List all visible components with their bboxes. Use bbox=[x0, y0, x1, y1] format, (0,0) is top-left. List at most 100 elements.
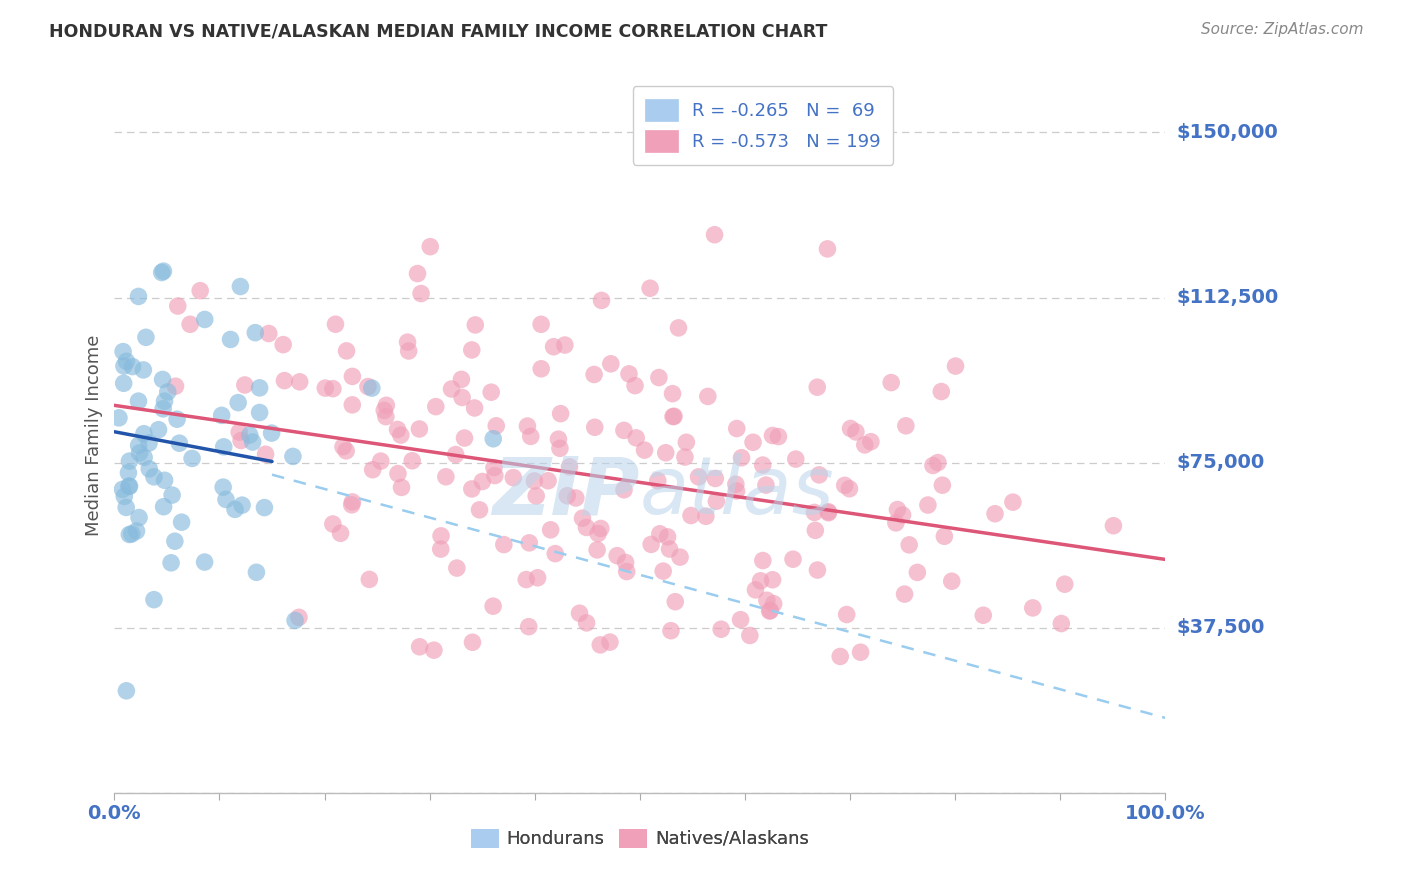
Point bbox=[706, 494, 728, 508]
Point bbox=[688, 470, 710, 484]
Point bbox=[115, 354, 138, 368]
Point bbox=[1050, 616, 1073, 631]
Point bbox=[430, 529, 453, 543]
Point bbox=[945, 359, 967, 373]
Point bbox=[817, 506, 839, 520]
Point bbox=[927, 456, 949, 470]
Point bbox=[886, 502, 908, 516]
Point bbox=[613, 423, 636, 437]
Point bbox=[128, 438, 150, 452]
Point bbox=[115, 683, 138, 698]
Point bbox=[515, 573, 537, 587]
Point bbox=[755, 478, 778, 492]
Point bbox=[254, 447, 277, 461]
Point bbox=[758, 604, 780, 618]
Point bbox=[134, 450, 156, 465]
Point bbox=[406, 267, 429, 281]
Point bbox=[479, 385, 502, 400]
Point bbox=[233, 378, 256, 392]
Point bbox=[530, 318, 553, 332]
Point bbox=[835, 607, 858, 622]
Point bbox=[169, 436, 191, 450]
Point bbox=[517, 620, 540, 634]
Point bbox=[526, 571, 548, 585]
Point bbox=[589, 521, 612, 535]
Point bbox=[150, 266, 173, 280]
Point bbox=[226, 395, 249, 409]
Point bbox=[530, 361, 553, 376]
Point bbox=[742, 435, 765, 450]
Point bbox=[586, 526, 609, 541]
Point bbox=[804, 524, 827, 538]
Point bbox=[387, 422, 409, 436]
Point bbox=[845, 425, 868, 439]
Point bbox=[704, 471, 727, 485]
Point bbox=[142, 592, 165, 607]
Point bbox=[834, 478, 856, 492]
Point bbox=[398, 343, 420, 358]
Point bbox=[762, 597, 785, 611]
Point bbox=[725, 483, 748, 498]
Point bbox=[342, 398, 364, 412]
Point bbox=[121, 527, 143, 541]
Point bbox=[647, 474, 669, 488]
Point bbox=[408, 422, 430, 436]
Point bbox=[859, 434, 882, 449]
Text: $112,500: $112,500 bbox=[1177, 288, 1278, 307]
Text: Source: ZipAtlas.com: Source: ZipAtlas.com bbox=[1201, 22, 1364, 37]
Point bbox=[288, 375, 311, 389]
Point bbox=[624, 378, 647, 392]
Point bbox=[554, 338, 576, 352]
Point bbox=[188, 284, 211, 298]
Point bbox=[485, 418, 508, 433]
Point bbox=[249, 405, 271, 419]
Point bbox=[253, 500, 276, 515]
Point bbox=[322, 516, 344, 531]
Point bbox=[370, 454, 392, 468]
Point bbox=[648, 370, 671, 384]
Point bbox=[482, 432, 505, 446]
Point bbox=[160, 556, 183, 570]
Legend: Hondurans, Natives/Alaskans: Hondurans, Natives/Alaskans bbox=[464, 822, 817, 855]
Point bbox=[461, 482, 484, 496]
Point bbox=[153, 473, 176, 487]
Point bbox=[575, 520, 598, 534]
Point bbox=[245, 566, 267, 580]
Point bbox=[540, 523, 562, 537]
Point bbox=[212, 440, 235, 454]
Point bbox=[755, 593, 778, 607]
Point bbox=[929, 384, 952, 399]
Point bbox=[654, 446, 676, 460]
Point bbox=[112, 359, 135, 373]
Point bbox=[245, 326, 267, 340]
Point bbox=[537, 474, 560, 488]
Point bbox=[342, 369, 364, 384]
Point bbox=[340, 498, 363, 512]
Point bbox=[429, 542, 451, 557]
Point bbox=[583, 420, 606, 434]
Point bbox=[357, 379, 380, 393]
Point bbox=[128, 446, 150, 460]
Point bbox=[806, 380, 828, 394]
Point bbox=[1001, 495, 1024, 509]
Point bbox=[557, 489, 579, 503]
Point bbox=[125, 524, 148, 538]
Point bbox=[482, 599, 505, 614]
Point bbox=[730, 450, 752, 465]
Y-axis label: Median Family Income: Median Family Income bbox=[86, 334, 103, 536]
Point bbox=[257, 326, 280, 341]
Point bbox=[314, 381, 336, 395]
Point bbox=[880, 376, 903, 390]
Point bbox=[332, 440, 354, 454]
Text: $75,000: $75,000 bbox=[1177, 453, 1264, 472]
Point bbox=[284, 614, 307, 628]
Point bbox=[679, 508, 702, 523]
Point bbox=[229, 434, 252, 448]
Point bbox=[361, 463, 384, 477]
Point bbox=[502, 470, 524, 484]
Text: atlas: atlas bbox=[640, 453, 835, 532]
Point bbox=[215, 492, 238, 507]
Point bbox=[108, 410, 131, 425]
Point bbox=[675, 435, 697, 450]
Point bbox=[658, 542, 681, 557]
